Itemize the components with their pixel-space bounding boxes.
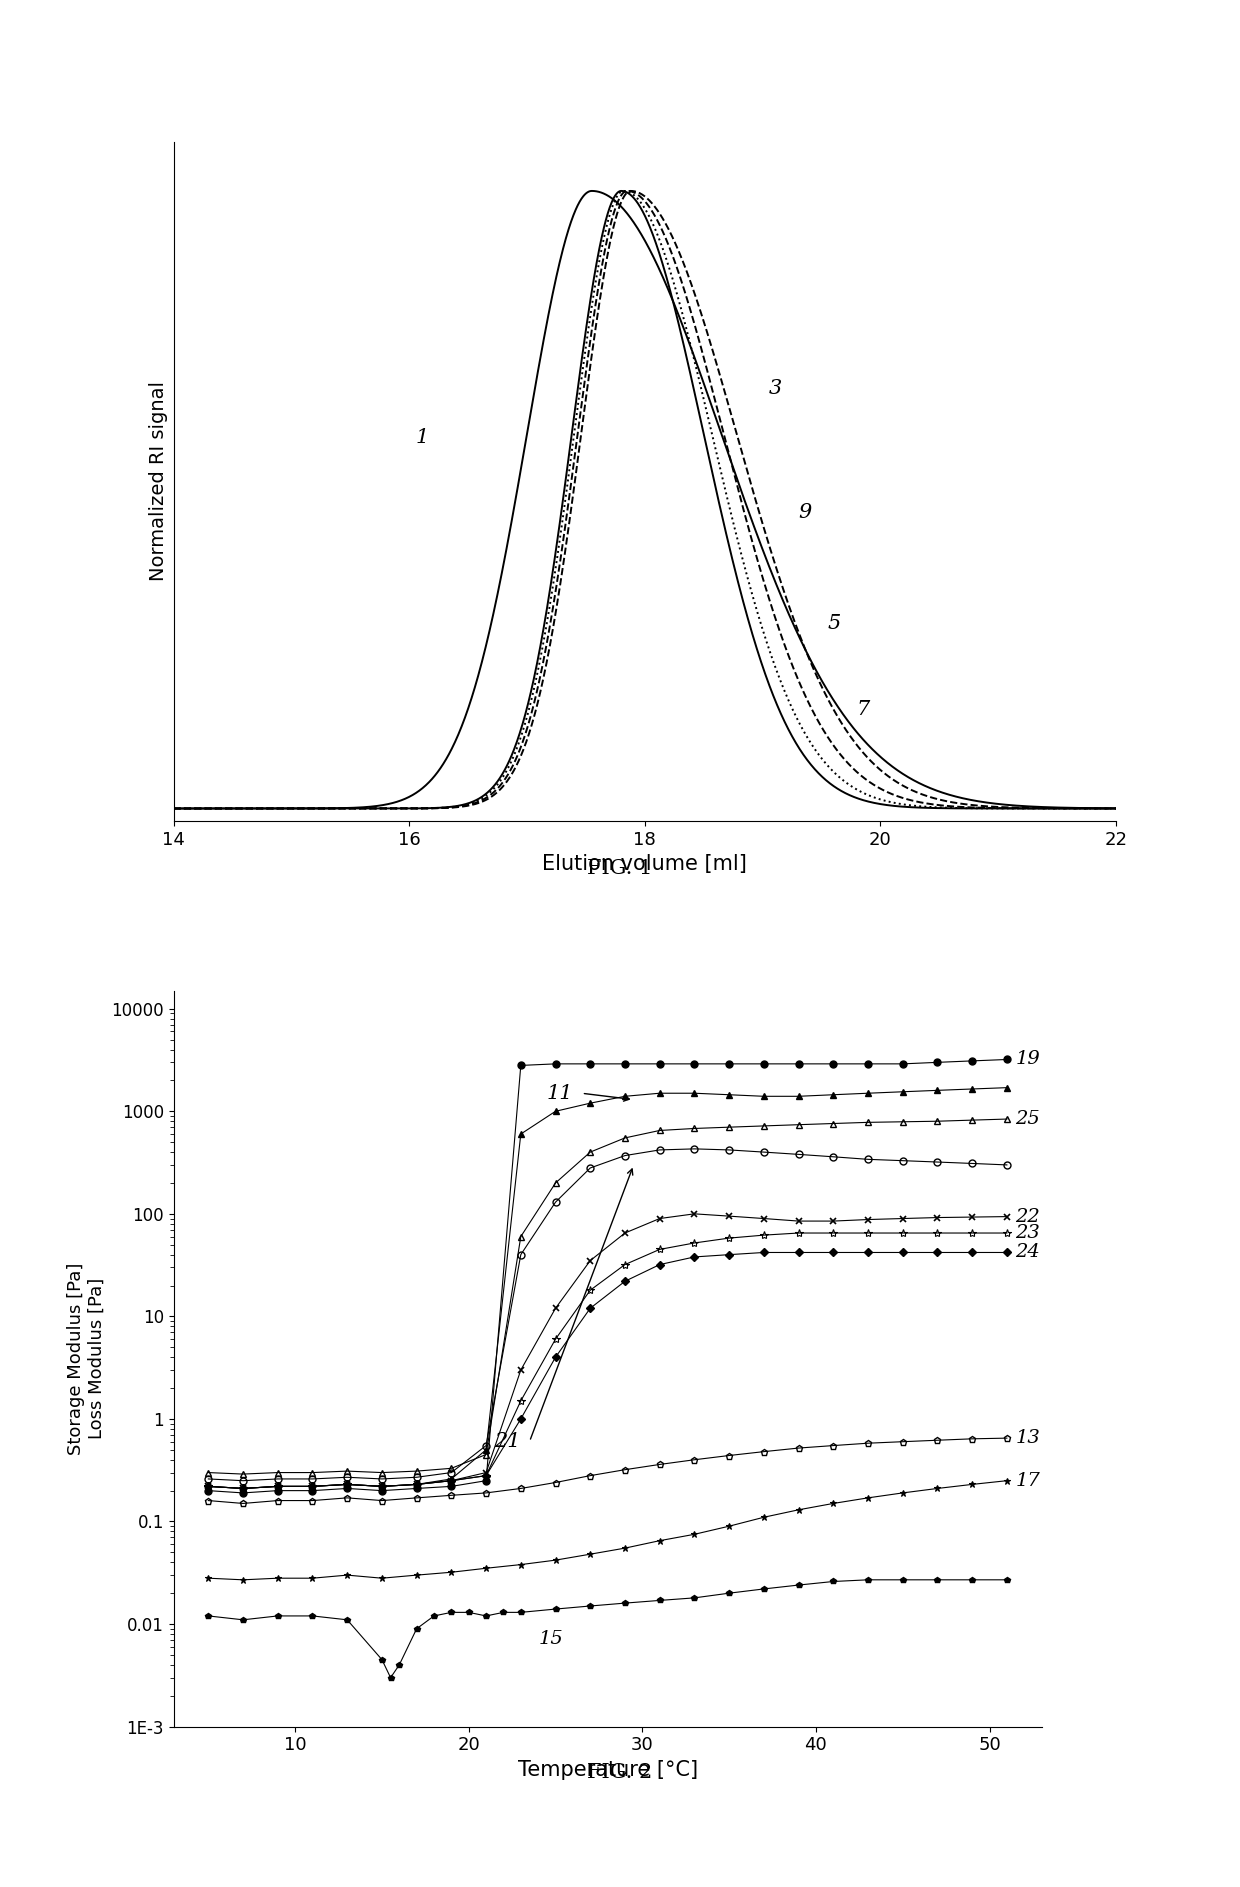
Text: 9: 9 (799, 502, 811, 521)
Text: 13: 13 (1016, 1428, 1040, 1447)
X-axis label: Elution volume [ml]: Elution volume [ml] (542, 855, 748, 874)
Y-axis label: Normalized RI signal: Normalized RI signal (149, 381, 169, 581)
Text: 17: 17 (1016, 1472, 1040, 1489)
Text: 3: 3 (769, 379, 781, 398)
X-axis label: Temperature [°C]: Temperature [°C] (517, 1761, 698, 1779)
Text: 21: 21 (495, 1432, 521, 1451)
Text: 24: 24 (1016, 1244, 1040, 1262)
Text: 22: 22 (1016, 1208, 1040, 1225)
Text: FIG. 1: FIG. 1 (588, 859, 652, 877)
Text: 15: 15 (538, 1630, 563, 1647)
Text: 25: 25 (1016, 1110, 1040, 1128)
Text: 23: 23 (1016, 1225, 1040, 1242)
Text: 5: 5 (827, 613, 841, 632)
Text: FIG. 2: FIG. 2 (588, 1762, 652, 1781)
Text: 11: 11 (547, 1083, 573, 1102)
Text: 7: 7 (857, 700, 870, 719)
Y-axis label: Storage Modulus [Pa]
Loss Modulus [Pa]: Storage Modulus [Pa] Loss Modulus [Pa] (67, 1262, 105, 1455)
Text: 19: 19 (1016, 1051, 1040, 1068)
Text: 1: 1 (415, 428, 428, 447)
